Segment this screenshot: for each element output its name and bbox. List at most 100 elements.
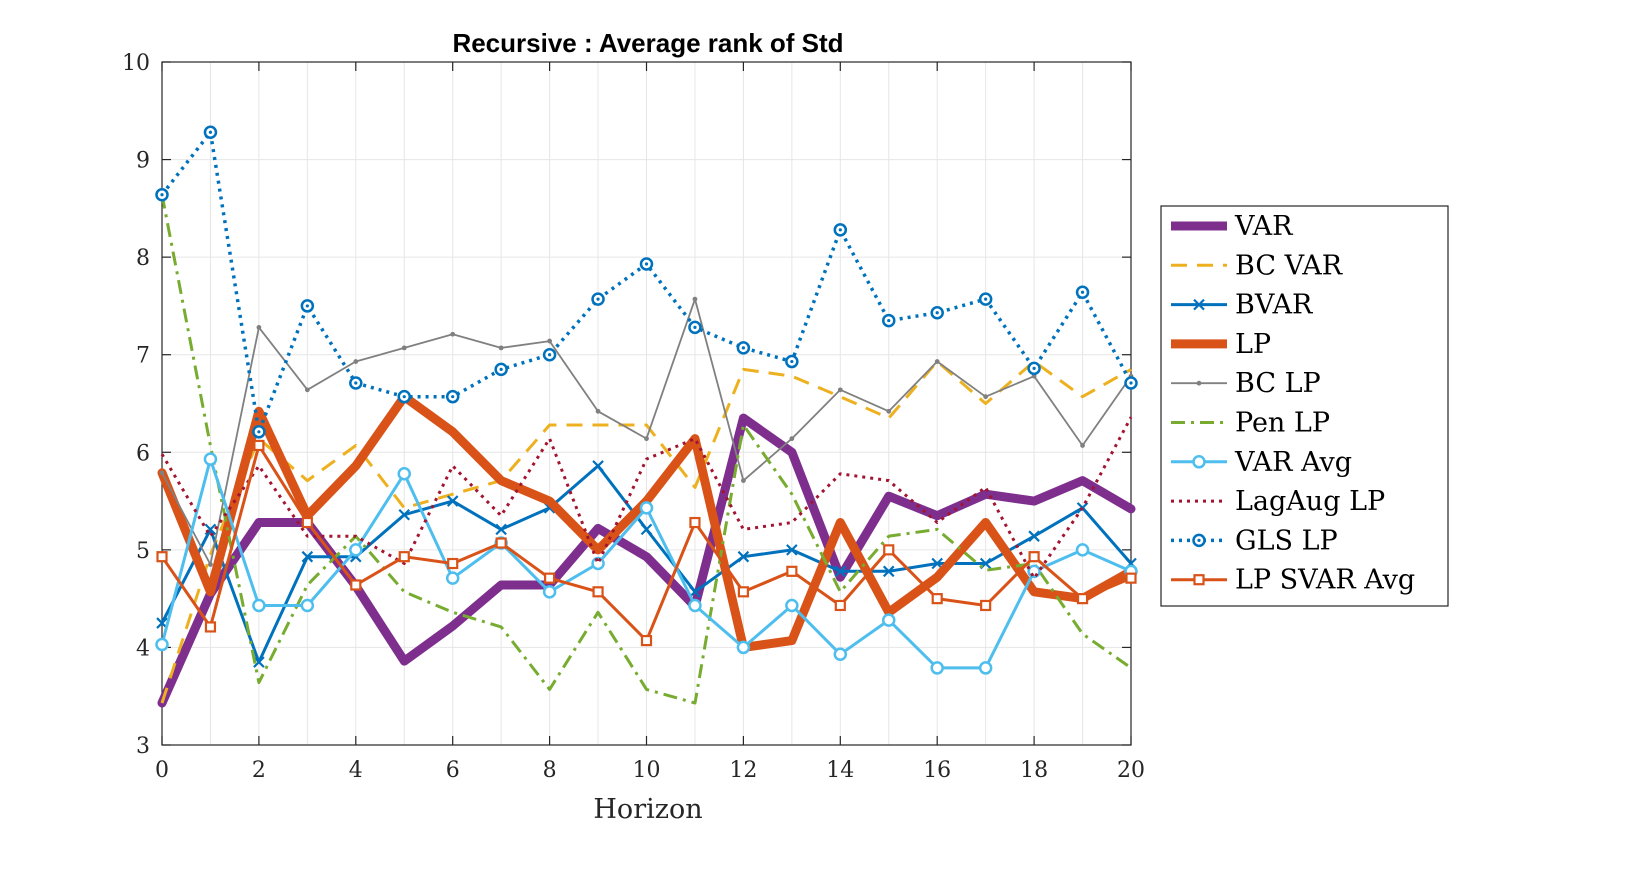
legend-marker-bc-lp [1196, 380, 1202, 386]
legend-item-pen-lp: Pen LP [1171, 408, 1330, 439]
y-tick-label: 10 [122, 51, 150, 76]
x-tick-label: 10 [633, 758, 661, 783]
data-point-var-avg [349, 543, 363, 557]
series-lp [157, 392, 1136, 652]
data-point-lp-svar-avg [495, 537, 507, 549]
data-point-gls-lp-center [887, 318, 891, 323]
data-point-lp-svar-avg [1028, 551, 1040, 563]
series-lp-svar-avg [156, 439, 1137, 647]
data-point-bc-lp [353, 359, 359, 364]
data-point-bc-lp [983, 394, 989, 400]
series-bc-lp [159, 296, 1134, 567]
data-point-var-avg [785, 598, 799, 613]
x-tick-label: 14 [826, 758, 854, 783]
x-axis-label: Horizon [593, 794, 702, 825]
data-point-gls-lp-center [499, 367, 503, 371]
data-point-bvar [592, 460, 604, 472]
data-point-bc-lp [886, 408, 892, 414]
data-point-lp-svar-avg [834, 599, 846, 612]
data-point-var-avg [300, 598, 315, 613]
data-point-lp-svar-avg [156, 551, 168, 563]
data-point-gls-lp-center [257, 430, 261, 434]
data-point-gls-lp-center [838, 228, 842, 232]
data-point-var-avg [542, 585, 557, 599]
data-point-bvar [786, 544, 798, 556]
legend-label-bvar: BVAR [1235, 290, 1313, 321]
data-point-gls-lp-center [451, 395, 455, 399]
data-point-var-avg [978, 661, 993, 675]
legend-marker-bvar [1193, 298, 1205, 311]
data-point-var-avg [833, 647, 848, 662]
x-tick-label: 12 [729, 758, 757, 783]
data-point-lp-svar-avg [253, 439, 265, 452]
data-point-var-avg [155, 637, 169, 652]
data-point-gls-lp-center [644, 262, 649, 266]
data-point-gls-lp-center [1129, 381, 1133, 385]
legend-item-bc-var: BC VAR [1171, 250, 1343, 281]
data-point-bc-lp [1080, 443, 1085, 448]
data-point-bvar [301, 550, 314, 563]
legend-marker-lp-svar-avg [1193, 574, 1205, 586]
data-point-bvar [446, 495, 459, 507]
data-point-bvar [640, 523, 653, 536]
data-point-gls-lp-center [548, 353, 552, 357]
series-lagaug-lp [160, 416, 1133, 580]
x-tick-label: 16 [923, 758, 951, 783]
legend-label-lp-svar-avg: LP SVAR Avg [1235, 565, 1415, 596]
series-var-avg [155, 452, 1138, 675]
series-line-lp [157, 392, 1136, 652]
x-tick-label: 8 [543, 758, 557, 783]
y-tick-label: 9 [136, 149, 150, 174]
data-point-var-avg [203, 452, 218, 466]
data-point-lp-svar-avg [640, 634, 653, 647]
data-point-lp-svar-avg [592, 586, 604, 598]
data-point-bc-lp [208, 562, 213, 567]
series-pen-lp [160, 194, 1132, 705]
data-point-bvar [882, 565, 895, 578]
data-point-gls-lp-center [1080, 290, 1085, 294]
data-point-bc-lp [789, 436, 795, 442]
data-point-lp-svar-avg [737, 586, 750, 598]
data-point-lp-svar-avg [447, 557, 459, 570]
data-point-lp-svar-avg [689, 516, 701, 529]
x-tick-label: 18 [1020, 758, 1048, 783]
data-point-bc-lp [837, 387, 843, 393]
data-point-bc-lp [450, 331, 456, 337]
data-point-gls-lp-center [984, 297, 988, 301]
data-point-lp-svar-avg [883, 544, 895, 556]
data-point-bvar [834, 565, 847, 578]
data-point-lp-svar-avg [931, 593, 943, 605]
data-point-bc-lp [644, 436, 649, 442]
data-point-lp-svar-avg [786, 565, 798, 577]
data-point-bvar [1028, 530, 1040, 542]
data-point-bc-lp [159, 470, 165, 476]
legend-item-bc-lp: BC LP [1171, 368, 1321, 399]
data-point-lp-svar-avg [1076, 593, 1089, 605]
x-tick-label: 0 [155, 758, 169, 783]
data-point-gls-lp-center [693, 325, 697, 329]
data-point-gls-lp-center [354, 381, 358, 385]
data-point-var-avg [445, 571, 460, 585]
data-point-lp-svar-avg [543, 572, 556, 584]
data-point-var-avg [639, 501, 654, 515]
legend-item-lp: LP [1171, 329, 1271, 360]
data-point-var-avg [736, 640, 751, 655]
y-tick-label: 3 [136, 734, 150, 759]
data-point-bvar [495, 523, 507, 536]
data-point-gls-lp-center [596, 297, 600, 301]
data-point-lp-svar-avg [350, 579, 362, 591]
legend-label-lp: LP [1235, 329, 1271, 360]
data-point-gls-lp-center [208, 130, 213, 134]
legend-item-bvar: BVAR [1171, 290, 1313, 321]
data-point-gls-lp-center [1032, 366, 1036, 370]
legend-item-var-avg: VAR Avg [1171, 447, 1352, 478]
legend: VAR BC VAR BVAR LP BC LP Pen LP VAR Avg LagAug … [1160, 205, 1449, 607]
data-point-gls-lp-center [305, 304, 309, 308]
y-tick-label: 5 [136, 539, 150, 564]
axes [161, 61, 1132, 746]
legend-item-gls-lp: GLS LP [1171, 525, 1338, 556]
data-point-lp-svar-avg [980, 599, 992, 612]
data-point-gls-lp-center [741, 346, 746, 350]
